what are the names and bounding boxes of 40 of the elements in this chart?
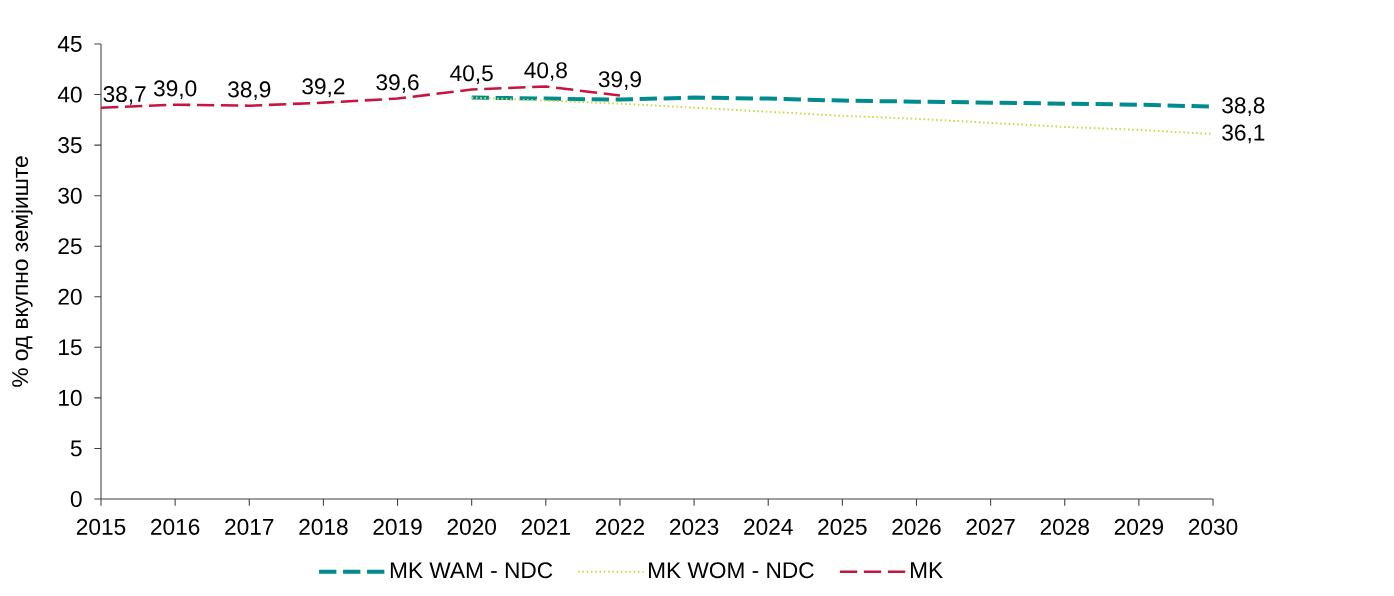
x-tick-label: 2015	[76, 518, 126, 535]
x-tick-label: 2026	[892, 518, 941, 535]
legend-label: MK	[911, 562, 943, 578]
x-tick-label: 2017	[225, 518, 274, 535]
x-tick-label: 2016	[151, 518, 200, 535]
x-tick-label: 2022	[595, 518, 644, 535]
x-tick-label: 2028	[1040, 518, 1089, 535]
y-tick-label: 35	[58, 137, 82, 154]
x-tick-label: 2030	[1188, 518, 1238, 535]
data-label: 39,9	[598, 71, 641, 90]
y-tick-label: 20	[58, 288, 82, 305]
x-tick-label: 2020	[447, 518, 496, 535]
data-label: 39,0	[153, 80, 197, 100]
data-label: 40,5	[450, 65, 493, 84]
x-tick-label: 2021	[521, 518, 570, 535]
y-tick-label: 15	[59, 339, 82, 356]
data-label: 40,8	[524, 62, 567, 81]
x-tick-label: 2023	[670, 518, 719, 535]
legend-label: MK WOM - NDC	[649, 562, 814, 579]
data-label: 38,9	[228, 81, 271, 101]
y-tick-label: 40	[57, 86, 82, 103]
y-tick-label: 45	[57, 36, 82, 52]
x-tick-label: 2018	[299, 518, 348, 535]
legend-label: MK WAM - NDC	[390, 562, 553, 579]
y-tick-label: 0	[70, 490, 82, 508]
x-tick-label: 2025	[818, 518, 867, 535]
data-label: 39,2	[302, 78, 345, 98]
y-tick-label: 25	[58, 238, 82, 255]
data-label: 36,1	[1222, 124, 1265, 144]
y-tick-label: 5	[70, 440, 82, 457]
y-axis-title: % од вкупно земјиште	[11, 156, 33, 387]
y-tick-label: 30	[58, 187, 82, 204]
x-tick-label: 2029	[1114, 518, 1164, 535]
x-tick-label: 2024	[744, 518, 793, 535]
y-tick-label: 10	[59, 389, 82, 406]
x-tick-label: 2019	[373, 518, 422, 535]
x-tick-label: 2027	[966, 518, 1015, 535]
data-label: 38,8	[1222, 97, 1265, 117]
data-label: 39,6	[376, 74, 419, 93]
data-label: 38,7	[103, 86, 146, 105]
